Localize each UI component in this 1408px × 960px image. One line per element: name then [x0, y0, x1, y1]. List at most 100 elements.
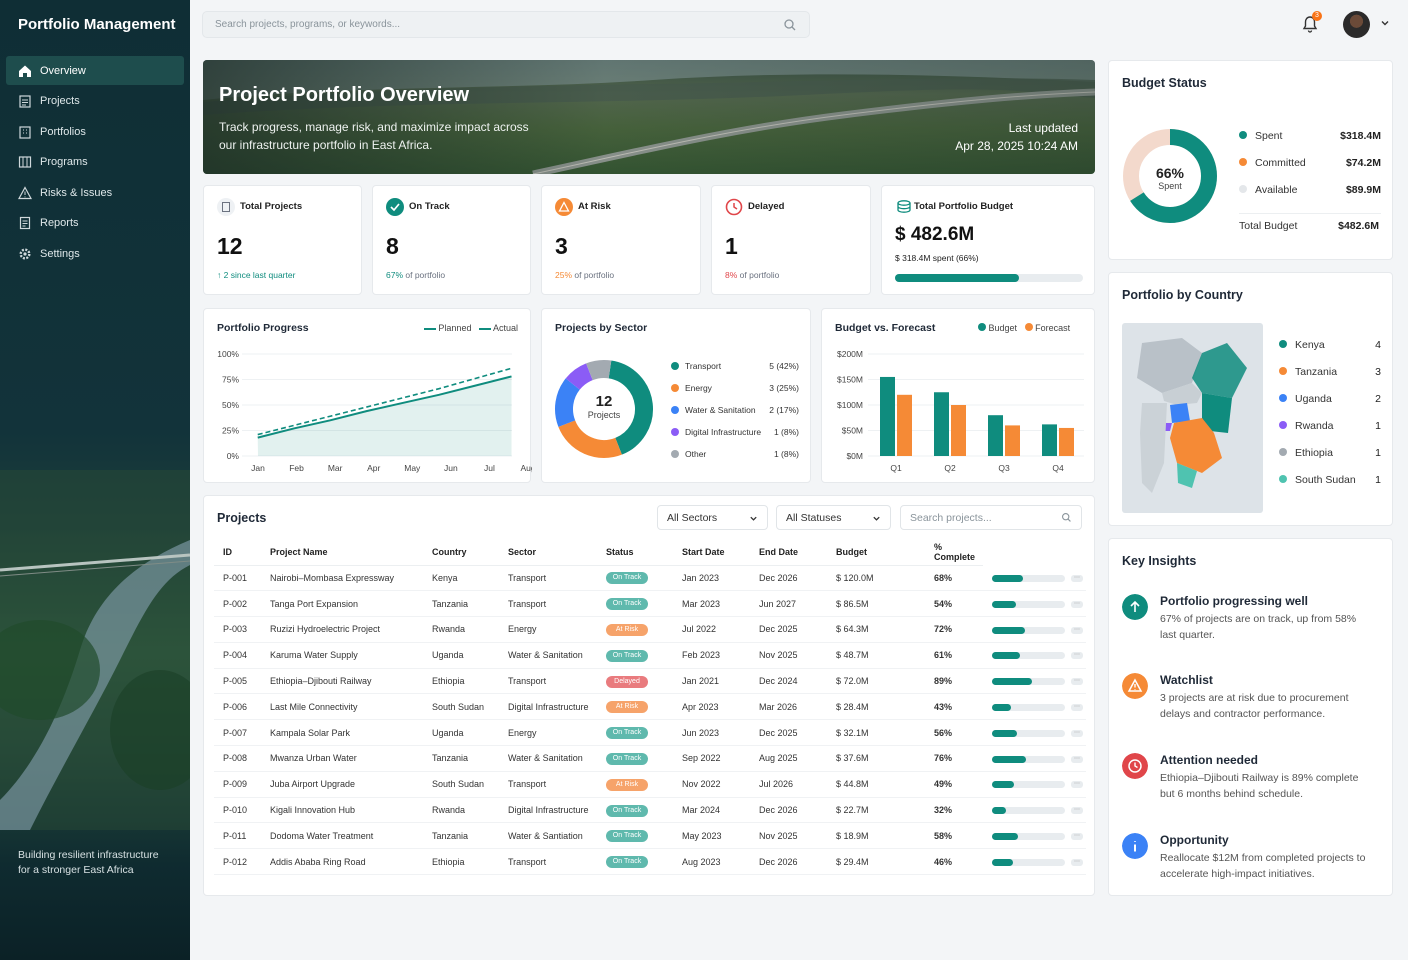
row-actions-icon[interactable]: ⋯ [1071, 704, 1083, 711]
row-actions-icon[interactable]: ⋯ [1071, 600, 1083, 608]
report-icon [19, 217, 31, 230]
card-title: Portfolio by Country [1122, 288, 1243, 302]
donut-slice [558, 419, 622, 458]
column-header[interactable]: End Date [750, 539, 827, 566]
sidebar-item-projects[interactable]: Projects [6, 87, 184, 116]
project-country: South Sudan [423, 771, 499, 798]
column-header[interactable]: Sector [499, 539, 597, 566]
progress-fill [992, 832, 1019, 840]
kpi-sub-pct: 25% [555, 270, 573, 280]
row-actions-icon[interactable]: ⋯ [1071, 755, 1083, 763]
project-id: P-005 [214, 668, 261, 695]
table-row[interactable]: P-003 Ruzizi Hydroelectric Project Rwanda E… [214, 616, 1086, 643]
row-actions-icon[interactable]: ⋯ [1071, 652, 1083, 660]
kpi-total-budget: Total Portfolio Budget $ 482.6M $ 318.4M… [881, 185, 1095, 295]
table-row[interactable]: P-006 Last Mile Connectivity South Sudan Di… [214, 693, 1086, 721]
table-row[interactable]: P-002 Tanga Port Expansion Tanzania Transpo… [214, 590, 1086, 618]
row-actions-icon[interactable]: ⋯ [1071, 858, 1083, 866]
table-row[interactable]: P-004 Karuma Water Supply Uganda Water & Sa… [214, 642, 1086, 669]
project-budget: $ 32.1M [827, 719, 925, 747]
column-header[interactable]: ID [214, 539, 261, 566]
status-filter-select[interactable]: All Statuses [776, 505, 891, 530]
column-header[interactable]: Project Name [261, 539, 423, 566]
budget-donut-pct: 66% [1155, 165, 1185, 181]
bar-budget [1042, 424, 1057, 456]
row-actions-icon[interactable]: ⋯ [1071, 832, 1083, 840]
sidebar-item-programs[interactable]: Programs [6, 148, 184, 177]
sidebar-item-portfolios[interactable]: Portfolios [6, 117, 184, 146]
progress-cell: ⋯ [983, 616, 1086, 643]
sidebar-item-settings[interactable]: Settings [6, 240, 184, 269]
status-badge: At Risk [606, 623, 648, 636]
progress-fill [992, 626, 1025, 634]
search-input[interactable]: Search projects, programs, or keywords..… [202, 11, 810, 38]
row-actions-icon[interactable]: ⋯ [1071, 574, 1083, 582]
status-badge: On Track [606, 727, 648, 740]
table-row[interactable]: P-011 Dodoma Water Treatment Tanzania Water… [214, 822, 1086, 850]
x-tick-label: Q2 [944, 463, 956, 473]
bar-forecast [1005, 425, 1020, 456]
sidebar-item-risks[interactable]: Risks & Issues [6, 178, 184, 207]
progress-bar [992, 832, 1065, 840]
bar-forecast [897, 394, 912, 456]
project-name: Kigali Innovation Hub [261, 797, 423, 824]
table-row[interactable]: P-008 Mwanza Urban Water Tanzania Water & S… [214, 745, 1086, 772]
row-actions-icon[interactable]: ⋯ [1071, 678, 1083, 686]
sector-filter-select[interactable]: All Sectors [657, 505, 768, 530]
progress-bar [992, 600, 1065, 608]
legend-planned-label: Planned [438, 323, 472, 333]
column-header[interactable]: Start Date [673, 539, 750, 566]
project-end-date: Dec 2024 [750, 668, 827, 695]
sidebar-item-label: Settings [40, 248, 80, 261]
legend-label: Energy [685, 383, 713, 393]
status-badge: At Risk [606, 778, 648, 791]
chevron-down-icon[interactable] [1380, 18, 1390, 28]
avatar[interactable] [1343, 11, 1370, 38]
country-value: 1 [1375, 447, 1381, 459]
table-row[interactable]: P-010 Kigali Innovation Hub Rwanda Digital … [214, 797, 1086, 824]
project-sector: Water & Sanitation [499, 642, 597, 669]
row-actions-icon[interactable]: ⋯ [1071, 807, 1083, 815]
legend-label: Digital Infrastructure [685, 427, 761, 437]
project-sector: Transport [499, 590, 597, 618]
warning-icon [18, 186, 32, 199]
table-row[interactable]: P-007 Kampala Solar Park Uganda Energy On Tr… [214, 719, 1086, 747]
row-actions-icon[interactable]: ⋯ [1071, 781, 1083, 789]
project-name: Karuma Water Supply [261, 642, 423, 669]
table-row[interactable]: P-001 Nairobi–Mombasa Expressway Kenya Tran… [214, 565, 1086, 592]
project-pct-complete: 76% [925, 745, 983, 772]
project-status-cell: At Risk [597, 616, 673, 643]
column-header[interactable]: % Complete [925, 539, 983, 566]
project-start-date: Mar 2023 [673, 590, 750, 618]
column-header[interactable]: Budget [827, 539, 925, 566]
table-row[interactable]: P-009 Juba Airport Upgrade South Sudan Tran… [214, 771, 1086, 798]
landscape-image [203, 60, 1095, 174]
project-search-input[interactable]: Search projects... [900, 505, 1082, 530]
project-name: Nairobi–Mombasa Expressway [261, 565, 423, 592]
project-start-date: Jun 2023 [673, 719, 750, 747]
column-header[interactable]: Country [423, 539, 499, 566]
x-tick-label: Q4 [1052, 463, 1064, 473]
legend-value: 2 (17%) [769, 405, 799, 415]
row-actions-icon[interactable]: ⋯ [1071, 626, 1083, 634]
progress-cell: ⋯ [983, 848, 1086, 876]
bar-budget [934, 392, 949, 456]
x-tick-label: Q1 [890, 463, 902, 473]
legend-dot [1239, 185, 1247, 193]
project-pct-complete: 32% [925, 797, 983, 824]
row-actions-icon[interactable]: ⋯ [1071, 729, 1083, 737]
sidebar-item-overview[interactable]: Overview [6, 56, 184, 85]
project-status-cell: At Risk [597, 693, 673, 721]
status-badge: At Risk [606, 701, 648, 714]
progress-cell: ⋯ [983, 693, 1086, 721]
table-row[interactable]: P-005 Ethiopia–Djibouti Railway Ethiopia Tr… [214, 668, 1086, 695]
column-header[interactable]: Status [597, 539, 673, 566]
y-tick-label: $100M [837, 400, 863, 410]
kpi-sub: $ 318.4M spent (66%) [895, 253, 979, 263]
project-id: P-006 [214, 693, 261, 721]
budget-status-label: Committed [1255, 157, 1306, 169]
table-row[interactable]: P-012 Addis Ababa Ring Road Ethiopia Transp… [214, 848, 1086, 876]
project-status-cell: On Track [597, 565, 673, 592]
progress-fill [992, 807, 1007, 815]
sidebar-item-reports[interactable]: Reports [6, 209, 184, 238]
